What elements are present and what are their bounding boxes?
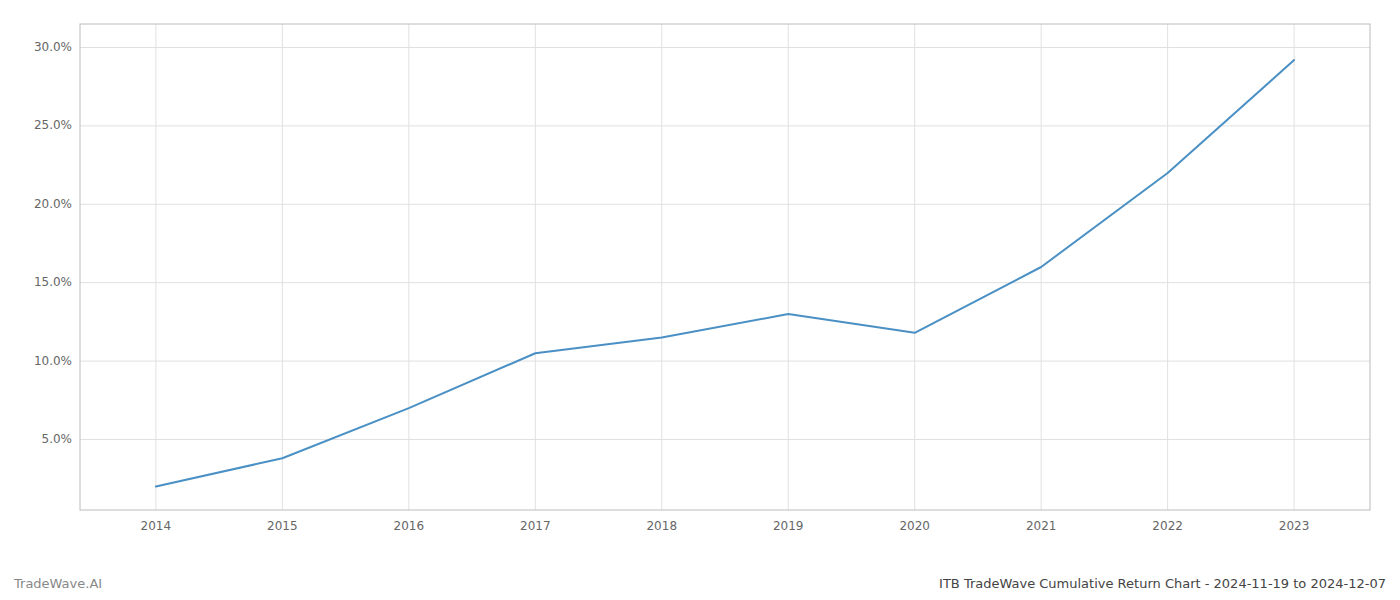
plot-frame: [80, 24, 1370, 510]
x-grid-line: [788, 24, 789, 510]
footer-left: TradeWave.AI: [13, 576, 102, 591]
grid: [80, 24, 1370, 510]
x-tick-label: 2018: [646, 519, 677, 533]
x-tick-label: 2022: [1152, 519, 1183, 533]
y-tick-label: 20.0%: [34, 197, 72, 211]
x-grid-line: [282, 24, 283, 510]
x-grid-line: [155, 24, 156, 510]
y-grid-line: [80, 125, 1370, 126]
data-line: [156, 60, 1294, 486]
y-tick-label: 5.0%: [42, 432, 73, 446]
x-grid-line: [1167, 24, 1168, 510]
x-tick-label: 2017: [520, 519, 551, 533]
y-grid-line: [80, 47, 1370, 48]
y-grid-line: [80, 282, 1370, 283]
y-tick-label: 10.0%: [34, 354, 72, 368]
x-grid-line: [535, 24, 536, 510]
x-grid-line: [1294, 24, 1295, 510]
y-tick-label: 30.0%: [34, 40, 72, 54]
x-tick-label: 2021: [1026, 519, 1057, 533]
x-grid-line: [408, 24, 409, 510]
x-grid-line: [914, 24, 915, 510]
x-tick-label: 2015: [267, 519, 298, 533]
x-tick-label: 2014: [141, 519, 172, 533]
y-tick-label: 25.0%: [34, 118, 72, 132]
x-tick-label: 2023: [1279, 519, 1310, 533]
chart-svg: 5.0% 10.0% 15.0% 20.0% 25.0% 30.0% 2014 2015 201…: [0, 0, 1400, 600]
x-grid-line: [661, 24, 662, 510]
y-grid-line: [80, 361, 1370, 362]
data-layer: [156, 60, 1294, 486]
y-tick-label: 15.0%: [34, 275, 72, 289]
x-tick-label: 2020: [899, 519, 930, 533]
x-tick-label: 2016: [394, 519, 425, 533]
y-grid-line: [80, 204, 1370, 205]
y-grid-line: [80, 439, 1370, 440]
footer-right: ITB TradeWave Cumulative Return Chart - …: [939, 576, 1386, 591]
axes: 5.0% 10.0% 15.0% 20.0% 25.0% 30.0% 2014 2015 201…: [34, 24, 1370, 533]
chart-container: 5.0% 10.0% 15.0% 20.0% 25.0% 30.0% 2014 2015 201…: [0, 0, 1400, 600]
x-tick-label: 2019: [773, 519, 804, 533]
